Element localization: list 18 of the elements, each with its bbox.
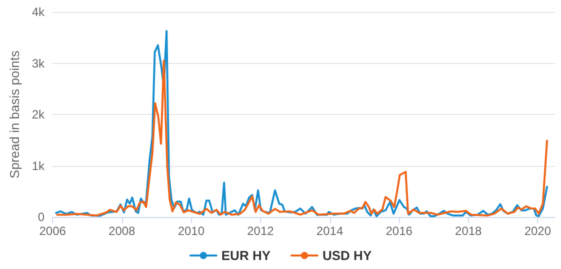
x-tick-label: 2008 <box>108 224 136 238</box>
x-tick-label: 2012 <box>247 224 274 238</box>
legend-label: EUR HY <box>221 248 271 263</box>
y-tick-label: 3k <box>32 56 46 70</box>
y-tick-label: 0 <box>38 210 45 224</box>
legend-label: USD HY <box>322 248 372 263</box>
line-series <box>56 60 548 216</box>
y-axis-title: Spread in basis points <box>7 50 22 178</box>
y-tick-label: 2k <box>32 108 46 122</box>
y-tick-label: 4k <box>32 5 46 19</box>
x-tick-label: 2016 <box>386 224 413 238</box>
x-tick-label: 2014 <box>316 224 344 238</box>
line-series <box>55 30 548 218</box>
x-tick-label: 2018 <box>455 224 482 238</box>
y-tick-label: 1k <box>32 158 46 173</box>
x-tick-label: 2006 <box>39 224 66 238</box>
x-tick-label: 2020 <box>524 224 552 238</box>
x-tick-label: 2010 <box>178 224 205 238</box>
